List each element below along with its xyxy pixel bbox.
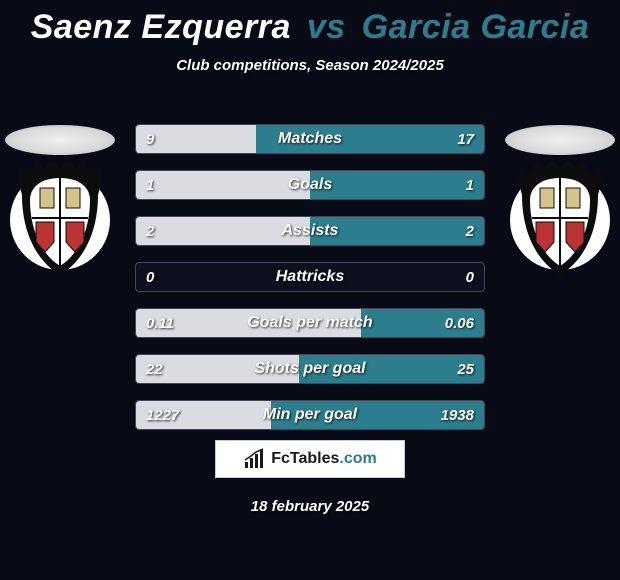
stat-row: 2225Shots per goal [135, 354, 485, 384]
date-text: 18 february 2025 [0, 498, 620, 515]
shield-icon [510, 160, 610, 280]
player2-name: Garcia Garcia [362, 8, 590, 46]
stat-row: 0.110.06Goals per match [135, 308, 485, 338]
player1-name: Saenz Ezquerra [31, 8, 291, 46]
stat-bar-left [136, 401, 271, 429]
stat-row: 12271938Min per goal [135, 400, 485, 430]
club-crest-right [510, 170, 610, 270]
stats-container: 917Matches 11Goals 22Assists 0 0Hattricks 0.1… [135, 124, 485, 446]
stat-label: Hattricks [136, 263, 484, 291]
subtitle: Club competitions, Season 2024/2025 [0, 57, 620, 74]
stat-bar-left [136, 125, 256, 153]
stat-bar-right [310, 171, 484, 199]
footer-brand-text: FcTables.com [271, 450, 377, 468]
club-crest-left [10, 170, 110, 270]
stat-bar-left [136, 309, 361, 337]
stat-row: 22Assists [135, 216, 485, 246]
stat-value-right: 0 [466, 263, 474, 291]
stat-row: 11Goals [135, 170, 485, 200]
stat-value-left: 0 [146, 263, 154, 291]
stat-bar-right [310, 217, 484, 245]
vs-text: vs [307, 8, 346, 46]
stat-bar-right [271, 401, 484, 429]
footer-brand-box: FcTables.com [215, 440, 405, 478]
brand-main: FcTables [271, 450, 339, 467]
stat-bar-left [136, 217, 310, 245]
platform-left [5, 125, 115, 155]
stat-bar-left [136, 355, 299, 383]
brand-suffix: .com [339, 450, 376, 467]
stat-row: 917Matches [135, 124, 485, 154]
stat-row: 0 0Hattricks [135, 262, 485, 292]
comparison-title: Saenz Ezquerra vs Garcia Garcia [0, 0, 620, 47]
platform-right [505, 125, 615, 155]
stat-bar-left [136, 171, 310, 199]
stat-bar-right [299, 355, 484, 383]
shield-icon [10, 160, 110, 280]
chart-icon [243, 448, 265, 470]
stat-bar-right [256, 125, 484, 153]
stat-bar-right [361, 309, 484, 337]
